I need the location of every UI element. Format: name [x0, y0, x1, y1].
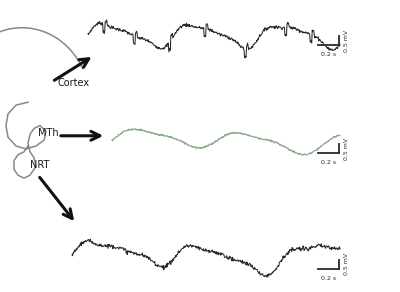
Text: 0.2 s: 0.2 s [321, 52, 336, 57]
Text: 0.2 s: 0.2 s [321, 276, 336, 281]
Text: 0.5 mV: 0.5 mV [344, 138, 349, 159]
Text: MTh: MTh [38, 128, 59, 138]
Text: Cortex: Cortex [58, 78, 90, 88]
Text: 0.5 mV: 0.5 mV [344, 253, 349, 275]
Text: NRT: NRT [30, 160, 49, 170]
Text: 0.5 mV: 0.5 mV [344, 29, 349, 51]
Text: 0.2 s: 0.2 s [321, 160, 336, 165]
